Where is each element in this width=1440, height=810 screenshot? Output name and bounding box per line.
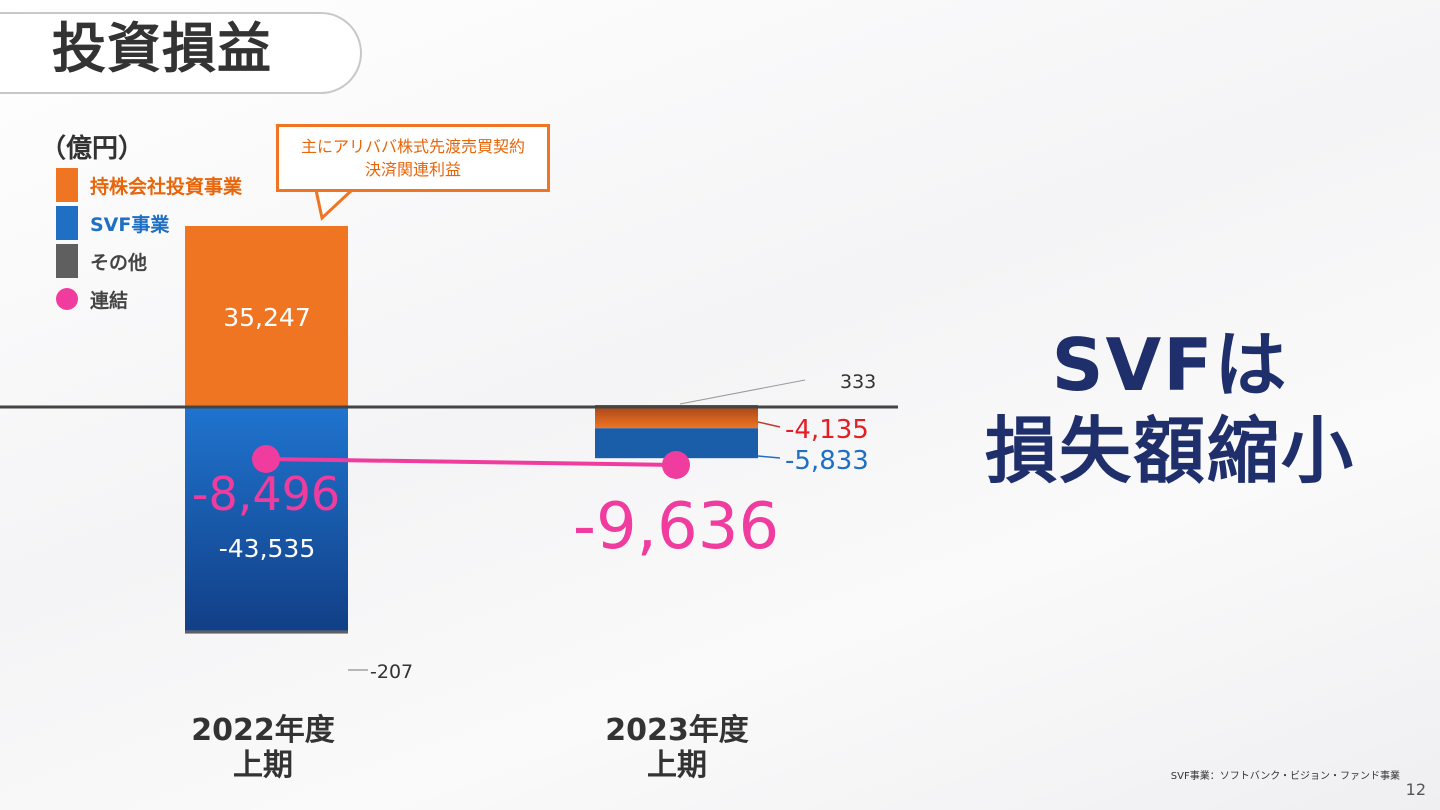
footnote: SVF事業：ソフトバンク・ビジョン・ファンド事業 bbox=[1170, 771, 1400, 782]
consolidated-label-2023: -9,636 bbox=[573, 490, 779, 564]
bar-holding-2022 bbox=[185, 226, 348, 407]
consolidated-point-2023 bbox=[662, 451, 690, 479]
leader-svf-2023 bbox=[757, 455, 781, 459]
title-tab bbox=[0, 12, 362, 94]
callout-line1: 主にアリババ株式先渡売買契約 bbox=[300, 137, 525, 156]
legend-dot-consolidated bbox=[56, 288, 78, 310]
legend-item-holding: 持株会社投資事業 bbox=[56, 168, 242, 202]
category-label-1-line2: 上期 bbox=[233, 748, 293, 783]
legend-swatch-other bbox=[56, 244, 78, 278]
legend-swatch-svf bbox=[56, 206, 78, 240]
label-svf-2022: -43,535 bbox=[219, 534, 316, 563]
legend-label-svf: SVF事業 bbox=[90, 213, 170, 236]
label-holding-2022: 35,247 bbox=[223, 303, 310, 332]
bar-holding-2023 bbox=[595, 407, 758, 429]
leader-holding-2023 bbox=[757, 421, 781, 428]
legend-label-consolidated: 連結 bbox=[90, 289, 129, 312]
callout-box: 主にアリババ株式先渡売買契約 決済関連利益 bbox=[276, 124, 550, 192]
legend-label-holding: 持株会社投資事業 bbox=[90, 175, 243, 198]
consolidated-label-2022: -8,496 bbox=[192, 467, 340, 521]
label-other-2023: 333 bbox=[840, 371, 876, 393]
headline: SVFは 損失額縮小 bbox=[960, 322, 1380, 494]
bar-svf-2022 bbox=[185, 407, 348, 631]
label-svf-2023: -5,833 bbox=[785, 446, 869, 476]
headline-line2: 損失額縮小 bbox=[984, 409, 1355, 493]
bar-other-2022 bbox=[185, 630, 348, 634]
slide-title: 投資損益 bbox=[52, 17, 272, 80]
label-other-2022: -207 bbox=[370, 661, 413, 683]
category-label-2-line1: 2023年度 bbox=[605, 713, 749, 748]
label-holding-2023: -4,135 bbox=[785, 415, 869, 445]
consolidated-point-2022 bbox=[252, 445, 280, 473]
legend-item-other: その他 bbox=[56, 244, 147, 278]
unit-label: （億円） bbox=[40, 134, 145, 164]
category-label-2-line2: 上期 bbox=[647, 748, 707, 783]
headline-line1: SVFは bbox=[1051, 323, 1289, 407]
consolidated-line bbox=[265, 457, 677, 467]
leader-other-2023 bbox=[679, 379, 806, 405]
legend-item-consolidated: 連結 bbox=[56, 282, 128, 316]
callout-line2: 決済関連利益 bbox=[364, 160, 461, 179]
page-number: 12 bbox=[1405, 780, 1426, 799]
legend-label-other: その他 bbox=[90, 251, 148, 274]
callout-pointer bbox=[314, 188, 356, 221]
legend-item-svf: SVF事業 bbox=[56, 206, 169, 240]
legend-swatch-holding bbox=[56, 168, 78, 202]
category-label-1-line1: 2022年度 bbox=[191, 713, 335, 748]
